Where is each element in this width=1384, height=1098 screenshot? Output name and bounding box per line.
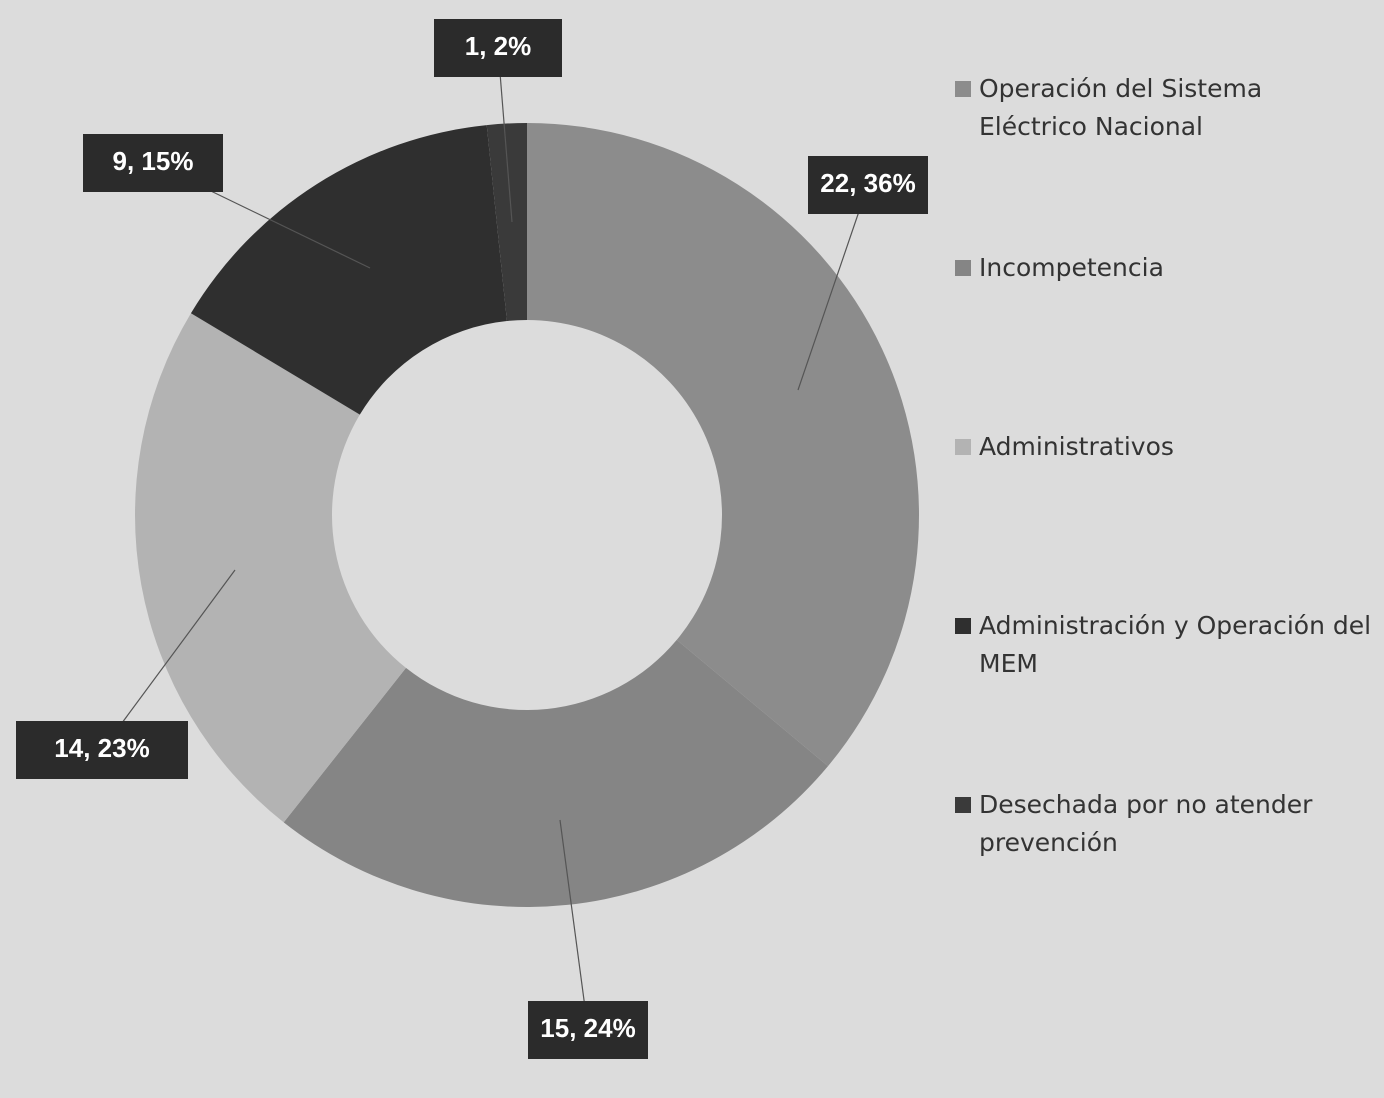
leader-line [797, 184, 869, 391]
legend-item: Operación del Sistema Eléctrico Nacional [955, 70, 1375, 146]
data-label-box [808, 156, 928, 214]
legend-item: Desechada por no atender prevención [955, 786, 1375, 862]
data-label: 9, 15% [113, 146, 194, 176]
legend-swatch [955, 439, 971, 455]
legend-item: Administrativos [955, 428, 1174, 466]
legend-item: Administración y Operación del MEM [955, 607, 1375, 683]
donut-slice [527, 123, 920, 767]
leader-line [559, 819, 589, 1031]
legend-label: Desechada por no atender prevención [979, 790, 1313, 857]
donut-slice [486, 123, 527, 322]
data-label: 22, 36% [820, 168, 915, 198]
leader-line [101, 569, 236, 751]
legend-label: Incompetencia [979, 253, 1164, 282]
legend-swatch [955, 81, 971, 97]
legend-swatch [955, 797, 971, 813]
data-label: 15, 24% [540, 1013, 635, 1043]
donut-slice [190, 125, 507, 415]
legend-label: Operación del Sistema Eléctrico Nacional [979, 74, 1263, 141]
legend-label: Administración y Operación del MEM [979, 611, 1372, 678]
data-label: 1, 2% [465, 31, 532, 61]
donut-slice [283, 639, 829, 907]
data-label-box [528, 1001, 648, 1059]
legend-swatch [955, 618, 971, 634]
legend-label: Administrativos [979, 432, 1174, 461]
data-label-box [434, 19, 562, 77]
legend-swatch [955, 260, 971, 276]
donut-slice [135, 313, 406, 823]
data-label: 14, 23% [54, 733, 149, 763]
data-label-box [83, 134, 223, 192]
legend-item: Incompetencia [955, 249, 1164, 287]
data-label-box [16, 721, 188, 779]
